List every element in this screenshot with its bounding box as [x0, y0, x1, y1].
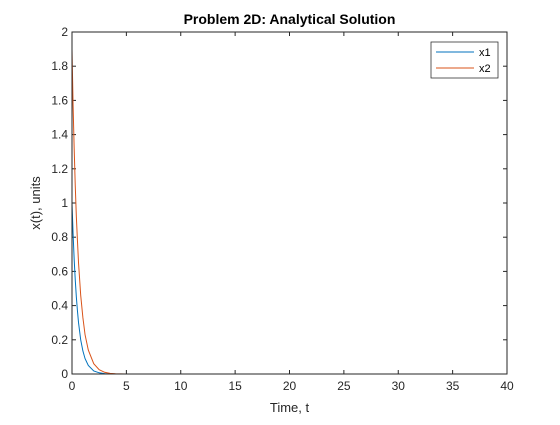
x-tick-label-0: 0 [69, 379, 76, 393]
x-axis-ticks: 0 5 10 15 20 25 30 35 40 [69, 32, 514, 393]
legend-label-x1: x1 [479, 47, 491, 59]
legend-label-x2: x2 [479, 63, 491, 75]
y-tick-label-8: 1.6 [51, 93, 68, 107]
y-tick-label-5: 1 [61, 196, 68, 210]
y-tick-label-2: 0.4 [51, 299, 68, 313]
y-tick-label-6: 1.2 [51, 162, 68, 176]
x-tick-label-8: 40 [500, 379, 514, 393]
x-tick-label-6: 30 [392, 379, 406, 393]
y-tick-label-7: 1.4 [51, 128, 68, 142]
y-tick-label-4: 0.8 [51, 230, 68, 244]
y-axis-ticks: 0 0.2 0.4 0.6 0.8 1 1.2 1.4 1.6 1.8 2 [51, 25, 507, 381]
x-tick-label-5: 25 [337, 379, 351, 393]
y-tick-label-3: 0.6 [51, 264, 68, 278]
plot-area [72, 32, 507, 374]
y-axis-label: x(t), units [28, 176, 43, 230]
y-tick-label-10: 2 [61, 25, 68, 39]
x-tick-label-3: 15 [228, 379, 242, 393]
y-tick-label-0: 0 [61, 367, 68, 381]
y-tick-label-9: 1.8 [51, 59, 68, 73]
x-axis-label: Time, t [270, 400, 310, 415]
y-tick-label-1: 0.2 [51, 333, 68, 347]
x-tick-label-1: 5 [123, 379, 130, 393]
legend-box [430, 41, 499, 79]
x-tick-label-2: 10 [174, 379, 188, 393]
axes-box [71, 31, 508, 375]
chart-title: Problem 2D: Analytical Solution [184, 11, 396, 27]
legend: x1 x2 [430, 41, 499, 79]
x-tick-label-7: 35 [446, 379, 460, 393]
x-tick-label-4: 20 [283, 379, 297, 393]
